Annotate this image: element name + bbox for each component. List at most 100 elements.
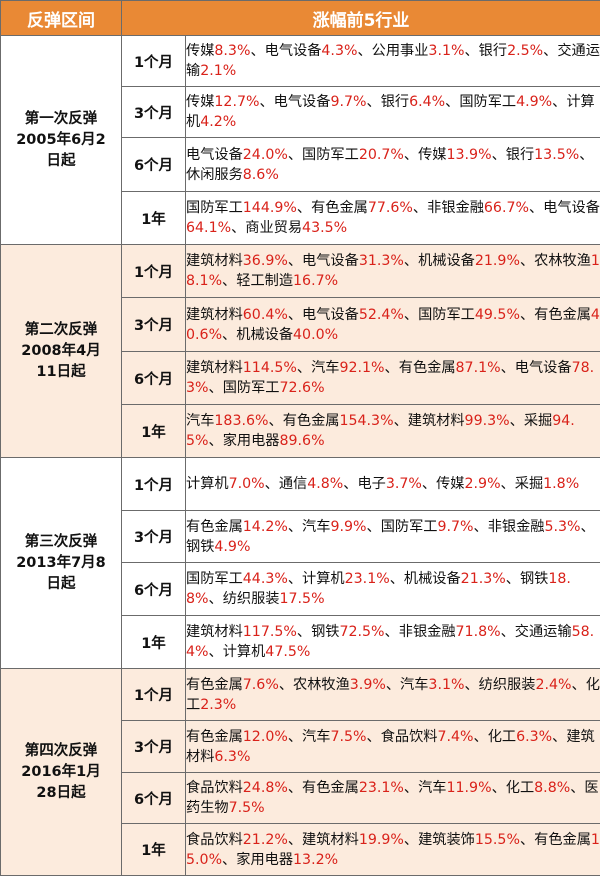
separator: 、: [209, 591, 223, 607]
separator: 、: [288, 832, 302, 848]
industry-name: 非银金融: [488, 519, 545, 535]
industry-gain: 92.1%: [339, 360, 384, 376]
industry-name: 汽车: [186, 413, 214, 429]
separator: 、: [222, 273, 236, 289]
industry-list-cell: 汽车183.6%、有色金属154.3%、建筑材料99.3%、采掘94.5%、家用…: [186, 405, 600, 458]
industry-name: 汽车: [302, 519, 330, 535]
industry-gain: 11.9%: [446, 780, 491, 796]
industry-gain: 24.0%: [243, 147, 288, 163]
separator: 、: [445, 94, 459, 110]
industry-name: 建筑材料: [186, 360, 243, 376]
industry-name: 非银金融: [427, 200, 484, 216]
industry-gain: 4.3%: [321, 43, 357, 59]
industry-gain: 52.4%: [359, 307, 404, 323]
period-line: 2016年1月: [1, 762, 121, 783]
industry-name: 国防军工: [418, 307, 475, 323]
industry-gain: 7.6%: [243, 677, 279, 693]
industry-gain: 8.8%: [534, 780, 570, 796]
industry-name: 汽车: [400, 677, 428, 693]
industry-name: 化工: [488, 729, 516, 745]
separator: 、: [222, 327, 236, 343]
separator: 、: [259, 94, 273, 110]
industry-gain: 72.6%: [279, 380, 324, 396]
separator: 、: [390, 571, 404, 587]
industry-name: 电气设备: [302, 307, 359, 323]
separator: 、: [209, 433, 223, 449]
industry-name: 家用电器: [236, 852, 293, 868]
separator: 、: [209, 644, 223, 660]
industry-name: 电气设备: [274, 94, 331, 110]
duration-cell: 6个月: [122, 563, 186, 616]
period-line: 2005年6月2: [1, 130, 121, 151]
separator: 、: [297, 360, 311, 376]
industry-name: 有色金属: [399, 360, 456, 376]
industry-gain: 87.1%: [456, 360, 501, 376]
industry-name: 传媒: [436, 476, 464, 492]
industry-gain: 2.1%: [200, 63, 236, 79]
industry-name: 休闲服务: [186, 167, 243, 183]
separator: 、: [520, 832, 534, 848]
industry-gain: 13.5%: [534, 147, 579, 163]
separator: 、: [288, 253, 302, 269]
industry-gain: 114.5%: [243, 360, 297, 376]
industry-name: 建筑材料: [186, 624, 243, 640]
industry-gain: 13.2%: [293, 852, 338, 868]
industry-name: 有色金属: [186, 729, 243, 745]
duration-cell: 3个月: [122, 721, 186, 773]
separator: 、: [571, 677, 585, 693]
industry-list-cell: 建筑材料36.9%、电气设备31.3%、机械设备21.9%、农林牧渔18.1%、…: [186, 245, 600, 298]
industry-gain: 40.0%: [293, 327, 338, 343]
industry-name: 电气设备: [302, 253, 359, 269]
duration-cell: 3个月: [122, 298, 186, 352]
separator: 、: [552, 94, 566, 110]
industry-gain: 60.4%: [243, 307, 288, 323]
separator: 、: [269, 413, 283, 429]
industry-name: 钢铁: [520, 571, 548, 587]
separator: 、: [474, 519, 488, 535]
header-rebound-period: 反弹区间: [1, 1, 122, 36]
period-line: 2008年4月: [1, 341, 121, 362]
duration-cell: 6个月: [122, 352, 186, 405]
industry-name: 食品饮料: [186, 832, 243, 848]
industry-gain: 12.7%: [214, 94, 259, 110]
industry-gain: 21.9%: [475, 253, 520, 269]
industry-name: 银行: [506, 147, 534, 163]
industry-gain: 72.5%: [339, 624, 384, 640]
industry-gain: 2.9%: [465, 476, 501, 492]
period-line: 日起: [1, 151, 121, 172]
separator: 、: [492, 780, 506, 796]
industry-name: 有色金属: [186, 677, 243, 693]
industry-list-cell: 传媒12.7%、电气设备9.7%、银行6.4%、国防军工4.9%、计算机4.2%: [186, 87, 600, 138]
separator: 、: [413, 200, 427, 216]
separator: 、: [570, 780, 584, 796]
industry-list-cell: 传媒8.3%、电气设备4.3%、公用事业3.1%、银行2.5%、交通运输2.1%: [186, 36, 600, 87]
separator: 、: [366, 519, 380, 535]
separator: 、: [506, 571, 520, 587]
separator: 、: [404, 832, 418, 848]
separator: 、: [231, 220, 245, 236]
industry-gain: 4.8%: [307, 476, 343, 492]
industry-name: 有色金属: [311, 200, 368, 216]
industry-gain: 3.9%: [350, 677, 386, 693]
industry-gain: 9.9%: [330, 519, 366, 535]
duration-cell: 1个月: [122, 245, 186, 298]
separator: 、: [265, 476, 279, 492]
separator: 、: [492, 147, 506, 163]
industry-gain: 23.1%: [345, 571, 390, 587]
separator: 、: [385, 360, 399, 376]
separator: 、: [288, 780, 302, 796]
industry-name: 国防军工: [186, 571, 243, 587]
separator: 、: [209, 380, 223, 396]
industry-name: 纺织服装: [479, 677, 536, 693]
industry-gain: 20.7%: [359, 147, 404, 163]
separator: 、: [510, 413, 524, 429]
industry-name: 汽车: [302, 729, 330, 745]
industry-name: 机械设备: [236, 327, 293, 343]
industry-gain: 99.3%: [465, 413, 510, 429]
separator: 、: [386, 677, 400, 693]
period-line: 第三次反弹: [1, 532, 121, 553]
